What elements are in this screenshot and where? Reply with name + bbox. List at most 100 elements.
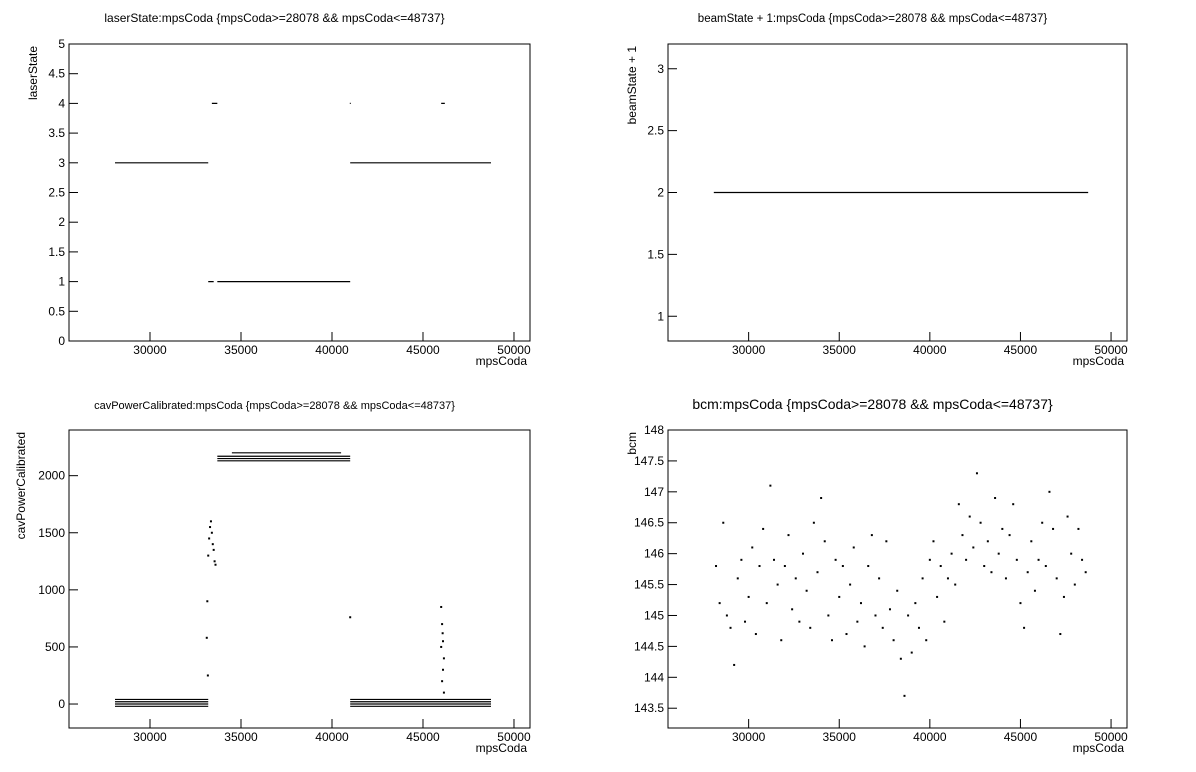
data-point — [1012, 503, 1015, 506]
y-axis-label: laserState — [26, 46, 40, 100]
x-tick-label: 35000 — [224, 730, 258, 744]
data-point — [812, 521, 815, 524]
data-point — [1073, 583, 1076, 586]
data-point — [983, 565, 986, 568]
y-tick-label: 0 — [58, 697, 65, 711]
data-point — [878, 577, 881, 580]
data-point — [758, 565, 761, 568]
y-tick-label: 145.5 — [634, 578, 664, 592]
x-tick-label: 40000 — [913, 730, 947, 744]
data-point — [986, 540, 989, 543]
data-point — [209, 526, 212, 529]
y-tick-label: 1500 — [38, 526, 65, 540]
plot-frame — [68, 43, 531, 342]
y-axis-label: beamState + 1 — [625, 46, 639, 125]
data-line — [115, 452, 491, 707]
data-point — [885, 540, 888, 543]
data-point — [773, 558, 776, 561]
data-point — [441, 632, 444, 635]
data-point — [736, 577, 739, 580]
data-point — [834, 558, 837, 561]
data-point — [744, 620, 747, 623]
x-tick-label: 35000 — [823, 730, 857, 744]
data-point — [209, 520, 212, 523]
data-point — [856, 620, 859, 623]
data-point — [881, 626, 884, 629]
data-point — [722, 521, 725, 524]
data-point — [733, 663, 736, 666]
data-point — [838, 595, 841, 598]
data-point — [440, 605, 443, 608]
data-point — [747, 595, 750, 598]
x-tick-label: 35000 — [823, 343, 857, 357]
data-point — [830, 639, 833, 642]
data-point — [769, 484, 772, 487]
data-point — [441, 623, 444, 626]
x-tick-label: 30000 — [133, 343, 167, 357]
data-point — [979, 521, 982, 524]
chart-title: beamState + 1:mpsCoda {mpsCoda>=28078 &&… — [698, 13, 1048, 25]
y-tick-label: 1.5 — [48, 245, 65, 259]
data-point — [1059, 633, 1062, 636]
plot-frame — [667, 429, 1128, 729]
data-point — [780, 639, 783, 642]
data-point — [208, 537, 211, 540]
data-point — [896, 589, 899, 592]
data-point — [867, 565, 870, 568]
data-point — [765, 602, 768, 605]
y-tick-label: 148 — [644, 423, 664, 437]
data-point — [950, 552, 953, 555]
x-tick-label: 30000 — [732, 343, 766, 357]
data-point — [212, 548, 215, 551]
y-tick-label: 147 — [644, 485, 664, 499]
data-point — [921, 577, 924, 580]
data-point — [206, 600, 209, 603]
data-point — [207, 554, 210, 557]
data-point — [791, 608, 794, 611]
data-point — [1081, 558, 1084, 561]
data-point — [936, 595, 939, 598]
data-point — [1055, 577, 1058, 580]
data-point — [718, 602, 721, 605]
data-point — [1062, 595, 1065, 598]
data-point — [783, 565, 786, 568]
data-point — [1052, 527, 1055, 530]
chart-title: bcm:mpsCoda {mpsCoda>=28078 && mpsCoda<=… — [692, 396, 1053, 412]
data-point — [870, 534, 873, 537]
y-tick-label: 4 — [58, 96, 65, 110]
y-tick-label: 5 — [58, 37, 65, 51]
data-point — [859, 602, 862, 605]
data-point — [917, 626, 920, 629]
data-point — [1041, 521, 1044, 524]
x-axis-label: mpsCoda — [1073, 354, 1125, 368]
data-point — [903, 694, 906, 697]
data-point — [442, 657, 445, 660]
data-point — [205, 636, 208, 639]
data-point — [1008, 534, 1011, 537]
data-point — [1019, 602, 1022, 605]
data-point — [787, 534, 790, 537]
y-axis-label: bcm — [625, 432, 639, 455]
y-axis-label: cavPowerCalibrated — [14, 432, 28, 539]
data-point — [914, 602, 917, 605]
data-point — [762, 527, 765, 530]
data-point — [1066, 515, 1069, 518]
y-tick-label: 147.5 — [634, 454, 664, 468]
y-tick-label: 1000 — [38, 583, 65, 597]
y-tick-label: 3 — [657, 62, 664, 76]
data-point — [957, 503, 960, 506]
chart-title: cavPowerCalibrated:mpsCoda {mpsCoda>=280… — [94, 400, 455, 412]
data-point — [1015, 558, 1018, 561]
data-point — [852, 546, 855, 549]
data-point — [213, 560, 216, 563]
data-point — [820, 497, 823, 500]
data-point — [809, 626, 812, 629]
data-point — [798, 620, 801, 623]
data-point — [442, 640, 445, 643]
data-point — [841, 565, 844, 568]
data-point — [442, 668, 445, 671]
data-point — [990, 571, 993, 574]
data-point — [1004, 577, 1007, 580]
data-point — [925, 639, 928, 642]
